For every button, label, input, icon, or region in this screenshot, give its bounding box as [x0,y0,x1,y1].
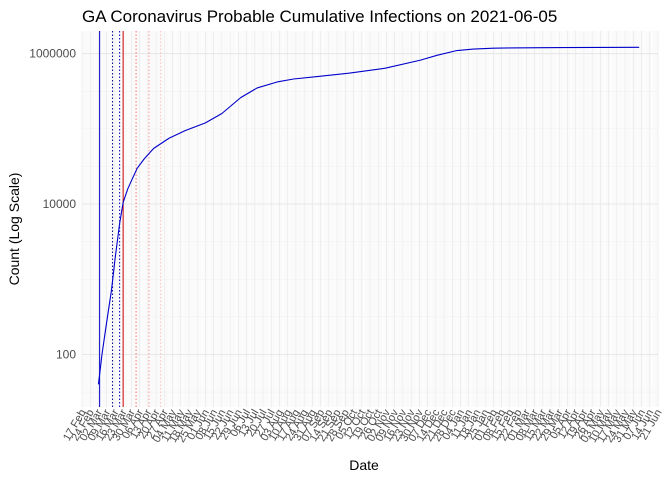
x-axis-title: Date [349,457,379,473]
series-layer [97,46,640,385]
minor-gridlines [82,31,658,407]
major-gridlines [81,31,659,407]
y-tick-label: 1000000 [29,47,76,61]
y-tick-label: 10000 [43,197,77,211]
series-line [97,46,640,385]
y-tick-labels: 100 10000 1000000 [29,47,76,362]
y-tick-label: 100 [56,347,76,361]
y-axis-title: Count (Log Scale) [6,173,22,286]
reference-lines [99,31,162,407]
chart-title: GA Coronavirus Probable Cumulative Infec… [82,7,557,26]
